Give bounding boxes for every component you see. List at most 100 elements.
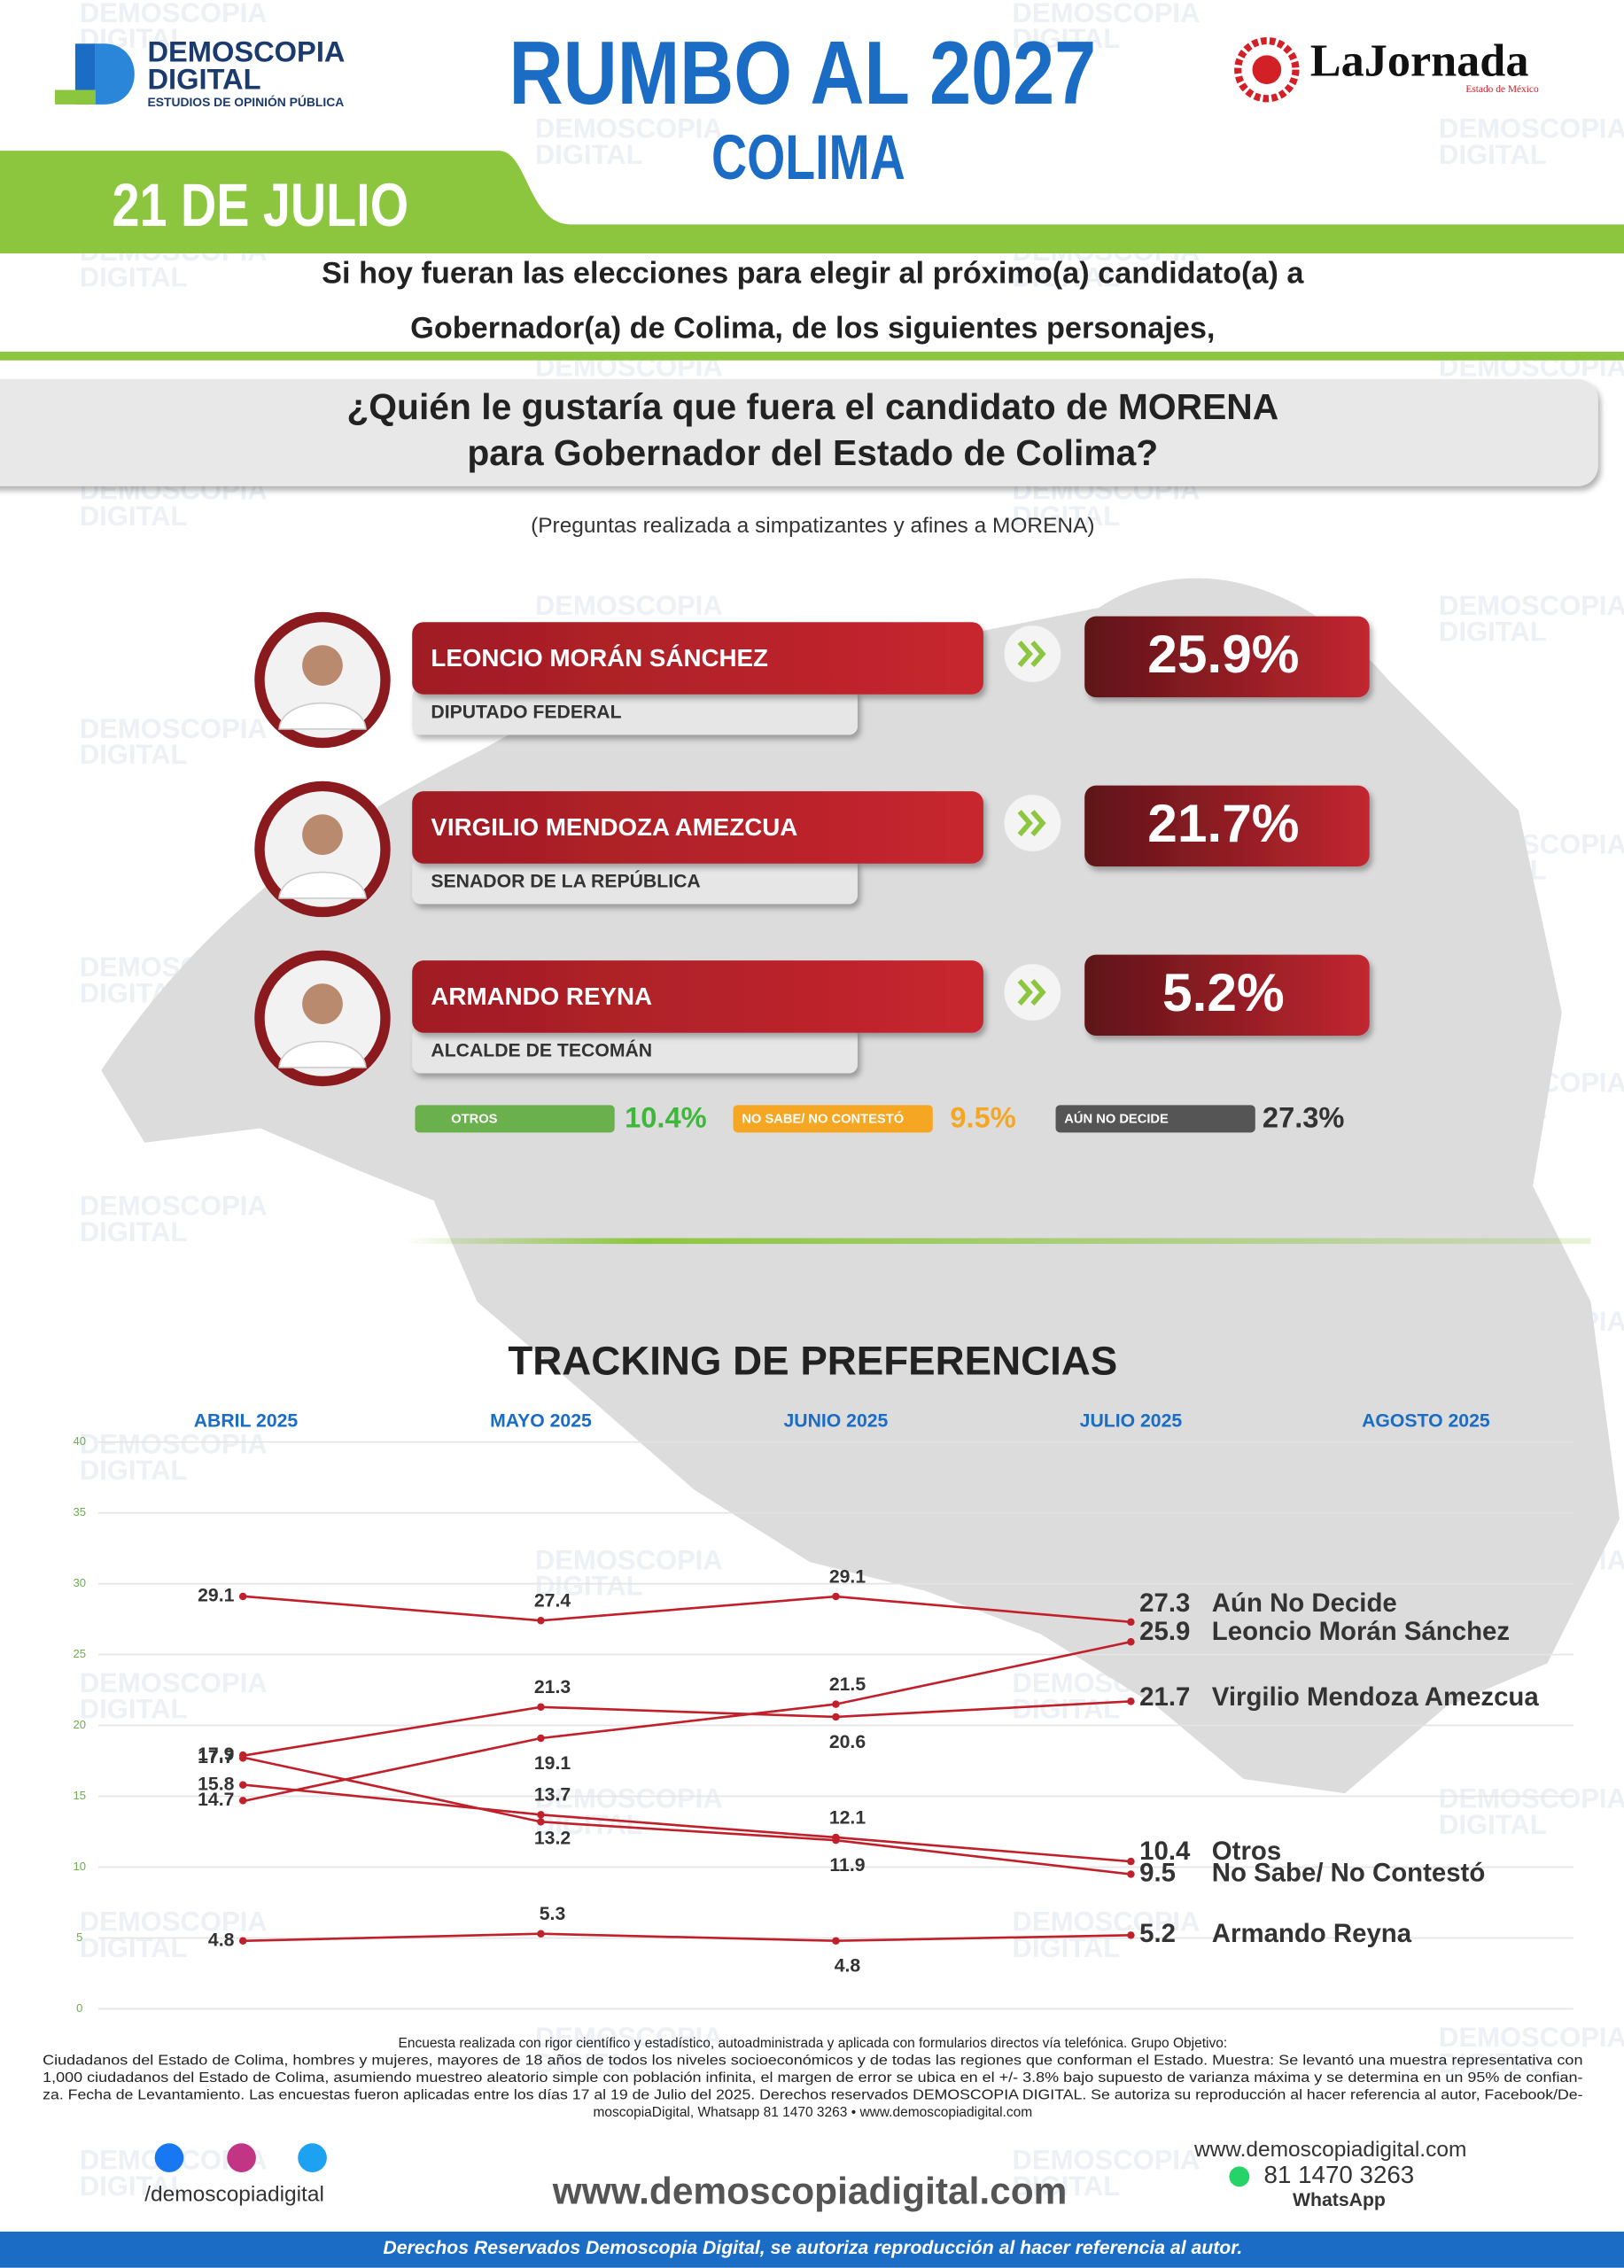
intro-line: Gobernador(a) de Colima, de los siguient… [410,312,1215,346]
watermark: DEMOSCOPIA [535,113,723,144]
watermark: DIGITAL [1439,139,1547,170]
y-tick-label: 0 [76,2001,82,2015]
data-point [537,1811,545,1819]
watermark: DIGITAL [80,501,188,532]
series-name-label: Virgilio Mendoza Amezcua [1212,1682,1540,1712]
title: RUMBO AL 2027 [509,23,1097,123]
data-label: 29.1 [198,1586,234,1606]
data-label: 21.5 [829,1674,866,1695]
candidate-role: SENADOR DE LA REPÚBLICA [431,870,700,892]
data-label: 11.9 [829,1855,865,1876]
data-point [537,1616,545,1625]
series-line [245,1932,1131,1943]
watermark: DEMOSCOPIA [1013,1906,1201,1937]
end-value-label: 27.3 [1139,1588,1190,1618]
series-line [245,1757,1131,1876]
data-point [832,1700,840,1708]
answer-percent: 27.3% [1263,1100,1345,1133]
watermark: DEMOSCOPIA [535,590,723,621]
answer-bar [733,1105,933,1133]
photo-head [302,645,343,687]
data-point [537,1703,545,1712]
data-label: 20.6 [829,1732,866,1752]
data-label: 14.7 [198,1790,234,1810]
data-label: 29.1 [829,1566,866,1587]
x-category-label: JUNIO 2025 [783,1410,888,1431]
series-line [245,1783,1131,1863]
watermark: DIGITAL [80,1216,188,1247]
watermark: DIGITAL [80,1693,188,1724]
series-name-label: Otros [1212,1837,1281,1866]
data-point [1127,1870,1135,1878]
candidate-name: LEONCIO MORÁN SÁNCHEZ [431,644,768,672]
other-answers: OTROS 10.4% NO SABE/ NO CONTESTÓ 9.5% AÚN NO… [415,1100,1344,1133]
methodology-line: Encuesta realizada con rigor científico … [398,2036,1227,2051]
chevron [1017,641,1046,668]
answer-percent: 9.5% [950,1100,1015,1133]
watermark: DEMOSCOPIA [535,1783,723,1814]
question-box [0,378,1598,486]
data-point [238,1781,247,1790]
watermark: DIGITAL [1439,1809,1547,1840]
series-line [245,1640,1131,1802]
x-category-label: JULIO 2025 [1080,1410,1183,1431]
intro-line: Si hoy fueran las elecciones para elegir… [322,256,1304,290]
data-label: 17.7 [198,1747,234,1767]
partner-sub: Estado de México [1465,84,1539,95]
subtitle: COLIMA [711,122,905,193]
photo-body [278,702,367,730]
watermark: DIGITAL [80,262,188,293]
role-box [412,858,858,905]
end-value-label: 25.9 [1139,1617,1190,1646]
watermark: DEMOSCOPIA [1439,590,1624,621]
name-bar [412,622,983,695]
partner-logo: LaJornada Estado de México [1234,35,1539,103]
data-point [1127,1637,1135,1646]
watermark: DEMOSCOPIA [535,2022,723,2053]
answer-label: NO SABE/ NO CONTESTÓ [742,1111,904,1127]
end-value-label: 10.4 [1139,1837,1191,1866]
data-point [832,1592,840,1601]
percent-box [1084,616,1370,698]
data-label: 12.1 [829,1807,866,1828]
y-tick-label: 30 [74,1576,87,1589]
watermark: DIGITAL [80,1932,188,1963]
role-box [412,688,858,735]
series-name-label: Aún No Decide [1212,1588,1397,1618]
answer-bar [1055,1105,1255,1133]
data-point [832,1836,840,1845]
watermark: DEMOSCOPIA [1439,1783,1624,1814]
y-tick-label: 40 [74,1434,87,1448]
data-label: 5.3 [540,1904,566,1924]
data-label: 21.3 [534,1677,571,1697]
series-name-label: No Sabe/ No Contestó [1212,1858,1485,1887]
data-label: 27.4 [534,1591,571,1612]
rights-bar [0,2231,1624,2268]
data-label: 4.8 [835,1956,861,1977]
answer-label: AÚN NO DECIDE [1064,1111,1169,1127]
logo-line2: DIGITAL [147,62,260,95]
candidate-percent: 5.2% [1162,962,1285,1022]
end-value-label: 5.2 [1139,1919,1176,1948]
data-point [1127,1931,1135,1939]
candidate-role: ALCALDE DE TECOMÁN [431,1039,652,1061]
note: (Preguntas realizada a simpatizantes y a… [531,514,1094,538]
end-value-label: 21.7 [1139,1682,1190,1712]
data-point [238,1937,247,1945]
y-tick-label: 25 [74,1647,87,1660]
data-point [1127,1697,1135,1705]
data-label: 13.7 [534,1785,571,1806]
divider [405,1238,1591,1245]
photo-head [302,983,343,1024]
phone: 81 1470 3263 [1264,2161,1415,2188]
role-box [412,1027,858,1074]
data-label: 13.2 [534,1829,571,1849]
watermark: DIGITAL [80,2171,188,2202]
answer-label: OTROS [451,1113,497,1127]
watermark: DIGITAL [1439,2047,1547,2078]
x-category-label: AGOSTO 2025 [1362,1410,1490,1431]
data-point [238,1592,247,1601]
data-point [1127,1857,1135,1866]
data-point [238,1754,247,1762]
watermark: DIGITAL [1013,501,1121,532]
